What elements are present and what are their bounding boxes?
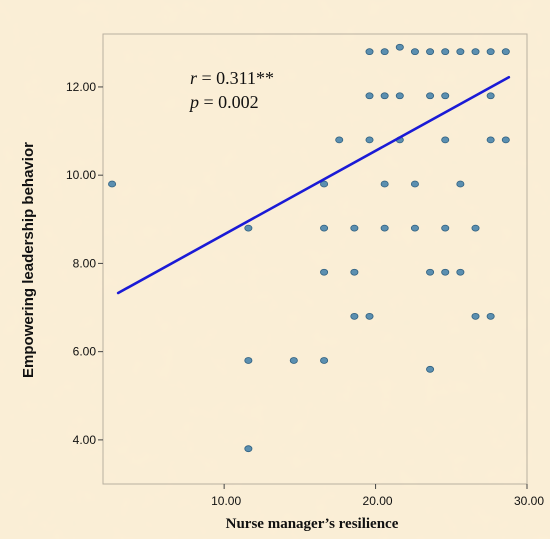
data-point [410, 224, 419, 232]
data-point [501, 48, 510, 56]
data-point [244, 445, 253, 453]
data-point [441, 48, 450, 56]
data-point [244, 224, 253, 232]
correlation-annotation: r = 0.311** [190, 68, 274, 88]
y-tick-label: 6.00 [73, 345, 97, 359]
data-point [395, 92, 404, 100]
data-point [441, 136, 450, 144]
data-point [441, 224, 450, 232]
y-tick-label: 4.00 [73, 433, 97, 447]
x-axis-title: Nurse manager’s resilience [226, 516, 399, 532]
data-point [335, 136, 344, 144]
data-point [486, 312, 495, 320]
data-point [380, 48, 389, 56]
data-point [486, 136, 495, 144]
plot-frame [102, 33, 528, 485]
data-point [441, 92, 450, 100]
data-point [380, 92, 389, 100]
data-point [320, 224, 329, 232]
data-point [486, 92, 495, 100]
fit-line-group [116, 75, 511, 295]
data-point [486, 48, 495, 56]
annotation-r-value: = 0.311** [197, 68, 274, 88]
data-point [320, 180, 329, 188]
data-point [350, 268, 359, 276]
data-point [471, 224, 480, 232]
y-axis-title: Empowering leadership behavior [20, 142, 37, 378]
data-point [426, 365, 435, 373]
data-point [320, 357, 329, 364]
data-point [471, 312, 480, 320]
data-point [426, 48, 435, 56]
data-point [456, 180, 465, 188]
y-tick-label: 10.00 [66, 168, 96, 182]
regression-fit-line [116, 75, 511, 295]
x-tick-label: 20.00 [363, 494, 393, 508]
data-point [410, 48, 419, 56]
data-point [244, 357, 253, 364]
data-point [456, 48, 465, 56]
data-point [365, 312, 374, 320]
data-point [471, 48, 480, 56]
data-point [320, 268, 329, 276]
data-point [365, 48, 374, 56]
data-point [380, 224, 389, 232]
annotation-p-value: = 0.002 [199, 92, 259, 112]
p-value-annotation: p = 0.002 [188, 92, 259, 112]
data-points [108, 43, 510, 453]
data-point [426, 92, 435, 100]
y-tick-label: 8.00 [73, 256, 97, 270]
data-point [108, 180, 117, 188]
data-point [395, 43, 404, 51]
data-point [380, 180, 389, 188]
data-point [501, 136, 510, 144]
annotation-r-symbol: r [190, 68, 198, 88]
data-point [289, 357, 298, 364]
data-point [410, 180, 419, 188]
x-tick-label: 30.00 [514, 494, 544, 508]
data-point [365, 92, 374, 100]
annotation-p-symbol: p [188, 92, 199, 112]
data-point [365, 136, 374, 144]
x-tick-label: 10.00 [211, 494, 241, 508]
data-point [456, 268, 465, 276]
data-point [350, 224, 359, 232]
data-point [350, 312, 359, 320]
y-tick-label: 12.00 [66, 80, 96, 94]
data-point [441, 268, 450, 276]
axes: 4.00 6.00 8.00 10.00 12.00 10.00 20.00 30.00 [66, 80, 544, 508]
data-point [426, 268, 435, 276]
